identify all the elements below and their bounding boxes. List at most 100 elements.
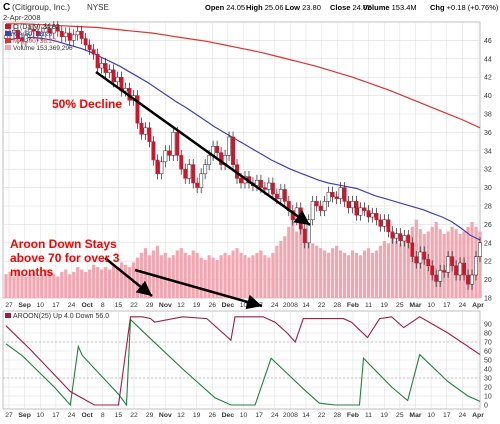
volume-bar <box>346 255 351 298</box>
price-x-tick-label: 17 <box>443 302 451 309</box>
volume-bar <box>187 255 191 298</box>
volume-bar <box>410 226 414 298</box>
aroon-legend: AROON(25) Up 4.0 Down 56.0 <box>5 313 109 320</box>
aroon-legend-text: AROON(25) Up 4.0 Down 56.0 <box>13 313 109 320</box>
volume-bar <box>350 250 355 298</box>
price-candle <box>318 205 323 211</box>
price-candle <box>342 187 347 202</box>
aroon-y-tick-label: 90 <box>484 322 492 329</box>
price-candle <box>91 49 96 55</box>
price-candle <box>302 228 307 244</box>
volume-bar <box>227 255 231 298</box>
aroon-x-tick-label: 25 <box>396 412 404 419</box>
volume-bar <box>235 248 239 298</box>
price-x-tick-label: 10 <box>36 302 44 309</box>
aroon-x-tick-label: 15 <box>115 412 123 419</box>
volume-bar <box>267 257 271 298</box>
quote-stat-close: Close 24.02 <box>330 3 371 12</box>
volume-bar <box>111 264 116 298</box>
price-candle <box>414 256 419 264</box>
aroon-gridlines <box>3 311 480 409</box>
price-candle <box>239 178 243 184</box>
price-y-tick-label: 36 <box>484 130 492 137</box>
aroon-x-tick-label: Nov <box>159 412 172 419</box>
aroon-y-tick-label: 80 <box>484 331 492 338</box>
aroon-y-tick-label: 30 <box>484 376 492 383</box>
price-y-tick-label: 24 <box>484 240 492 247</box>
price-candle <box>350 201 355 209</box>
price-candle <box>111 69 116 83</box>
price-candle <box>282 189 287 202</box>
price-x-tick-label: Sep <box>18 302 30 309</box>
volume-bar <box>127 267 132 298</box>
price-x-tick-label: 12 <box>177 302 185 309</box>
aroon-x-tick-label: 10 <box>427 412 435 419</box>
price-candle <box>115 76 120 83</box>
volume-bar <box>275 245 279 298</box>
price-candle <box>231 136 235 165</box>
volume-bar <box>44 269 48 298</box>
price-candle <box>366 210 371 218</box>
price-x-tick-label: 29 <box>146 302 154 309</box>
aroon-x-tick-label: Feb <box>347 412 359 419</box>
volume-bar <box>40 274 44 298</box>
volume-bar <box>374 250 379 298</box>
price-candle <box>258 179 263 188</box>
quote-stat-high: High 25.06 <box>246 3 284 12</box>
price-x-tick-label: 19 <box>193 302 201 309</box>
company-name: (Citigroup, Inc.) <box>12 2 70 12</box>
volume-bar <box>279 241 283 298</box>
aroon-y-tick-label: 50 <box>484 358 492 365</box>
price-candle <box>95 53 100 69</box>
volume-bar <box>155 245 159 298</box>
volume-bar <box>271 252 275 298</box>
aroon-x-tick-label: 28 <box>334 412 342 419</box>
volume-bar <box>103 267 108 298</box>
legend-ma200: MA(200) 36.27 <box>13 38 56 45</box>
price-candle <box>402 235 407 242</box>
volume-bar <box>386 243 390 298</box>
price-x-tick-label: 2008 <box>283 302 298 309</box>
price-x-tick-label: 24 <box>271 302 279 309</box>
price-x-tick-label: 10 <box>240 302 248 309</box>
price-candle <box>139 122 144 135</box>
volume-bar <box>470 222 474 298</box>
aroon-x-axis: 27 Sep 10 17 24 Oct 8 15 22 29 Nov 12 19 26 Dec 10 17 24 2… <box>5 412 484 419</box>
price-candle <box>346 201 351 209</box>
volume-bar <box>247 257 251 298</box>
price-x-tick-label: 26 <box>208 302 216 309</box>
aroon-x-tick-label: 12 <box>177 412 185 419</box>
aroon-lines <box>5 316 481 407</box>
price-candle <box>59 30 64 37</box>
price-candle <box>410 242 415 257</box>
volume-bar <box>295 231 299 298</box>
aroon-up-line <box>5 318 481 407</box>
price-candle <box>39 31 44 37</box>
volume-bar <box>60 271 64 298</box>
price-candle <box>362 207 367 211</box>
volume-bar <box>466 226 470 298</box>
price-y-tick-label: 26 <box>484 222 492 229</box>
aroon-x-tick-label: Mar <box>409 412 421 419</box>
price-x-tick-label: 14 <box>302 302 310 309</box>
volume-bar <box>207 255 211 298</box>
price-candle <box>195 182 200 188</box>
aroon-x-tick-label: 17 <box>443 412 451 419</box>
volume-bar <box>366 248 371 298</box>
price-candle <box>75 30 80 36</box>
price-candle <box>458 262 463 276</box>
price-candle <box>23 34 28 42</box>
volume-bar <box>92 264 96 298</box>
price-candle <box>274 193 279 199</box>
aroon-legend-swatch <box>5 313 11 318</box>
quote-date: 2-Apr-2008 <box>3 13 41 22</box>
price-candle <box>43 28 48 33</box>
price-candle <box>87 44 92 50</box>
price-x-tick-label: Apr <box>472 302 484 309</box>
volume-bar <box>354 252 359 298</box>
aroon-x-tick-label: 24 <box>271 412 279 419</box>
aroon-x-tick-label: 19 <box>193 412 201 419</box>
aroon-x-tick-label: 2008 <box>283 412 298 419</box>
price-x-tick-label: 15 <box>115 302 123 309</box>
decline-arrow <box>95 70 311 227</box>
